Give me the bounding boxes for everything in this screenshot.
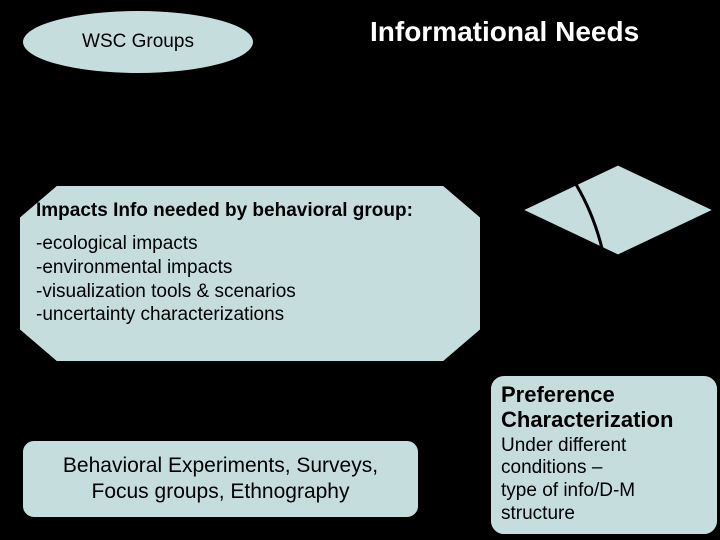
sb-line2: S-B Stuff bbox=[523, 210, 713, 232]
node-sb-stuff-label: Interesting S-B Stuff bbox=[523, 188, 713, 231]
sb-line1: Interesting bbox=[523, 188, 713, 210]
preference-heading2: Characterization bbox=[501, 407, 709, 432]
impacts-bullet: -ecological impacts bbox=[36, 232, 464, 256]
preference-body4: structure bbox=[501, 503, 709, 526]
node-experiments: Behavioral Experiments, Surveys, Focus g… bbox=[22, 440, 419, 518]
impacts-bullet: -uncertainty characterizations bbox=[36, 303, 464, 327]
experiments-line1: Behavioral Experiments, Surveys, bbox=[63, 453, 378, 479]
arrow-experiments-to-preference bbox=[420, 445, 488, 490]
impacts-title: Impacts Info needed by behavioral group: bbox=[36, 200, 464, 222]
impacts-bullet: -environmental impacts bbox=[36, 256, 464, 280]
impacts-bullet: -visualization tools & scenarios bbox=[36, 280, 464, 304]
preference-body3: type of info/D-M bbox=[501, 480, 709, 503]
node-wsc-label: WSC Groups bbox=[82, 31, 194, 53]
experiments-line2: Focus groups, Ethnography bbox=[92, 479, 350, 505]
preference-body1: Under different bbox=[501, 435, 709, 458]
node-preference: Preference Characterization Under differ… bbox=[490, 375, 718, 535]
preference-body2: conditions – bbox=[501, 457, 709, 480]
preference-heading1: Preference bbox=[501, 382, 709, 407]
diagram-stage: Informational Needs WSC Groups Impacts I… bbox=[0, 0, 720, 540]
node-impacts: Impacts Info needed by behavioral group:… bbox=[20, 186, 480, 361]
node-wsc-groups: WSC Groups bbox=[22, 10, 254, 74]
page-title: Informational Needs bbox=[370, 16, 639, 48]
